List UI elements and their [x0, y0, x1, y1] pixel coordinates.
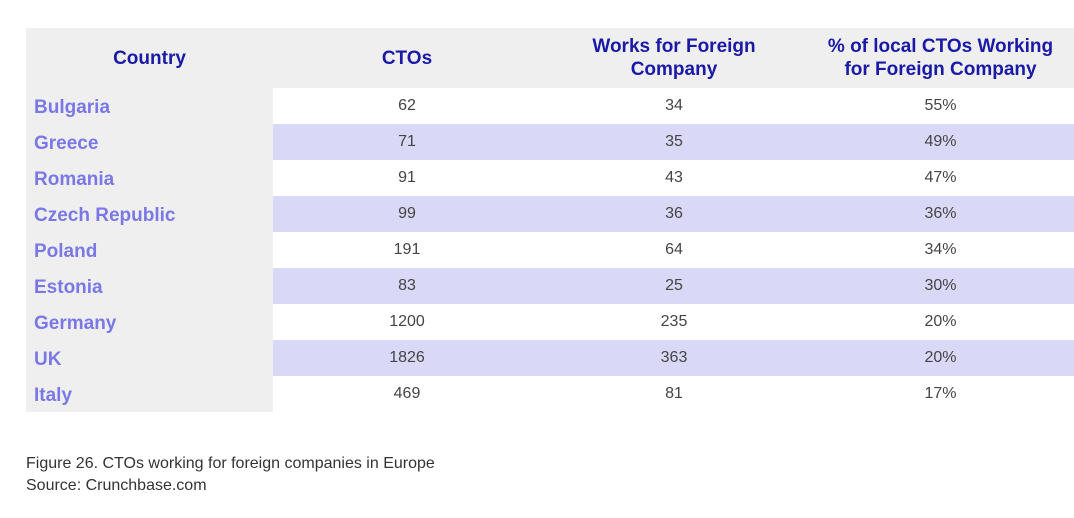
cell-works-for-foreign: 25	[541, 268, 807, 304]
table-body: Bulgaria 62 34 55% Greece 71 35 49% Romania 91 43 4…	[26, 88, 1074, 412]
header-ctos: CTOs	[273, 28, 541, 88]
cell-country: UK	[26, 340, 273, 376]
cell-works-for-foreign: 81	[541, 376, 807, 412]
cell-ctos: 99	[273, 196, 541, 232]
figure-caption-source: Source: Crunchbase.com	[26, 477, 207, 494]
cell-works-for-foreign: 363	[541, 340, 807, 376]
table-row: Poland 191 64 34%	[26, 232, 1074, 268]
header-country-line-1: Country	[113, 47, 186, 69]
header-ctos-line-1: CTOs	[381, 47, 433, 69]
cell-percent-foreign: 47%	[807, 160, 1074, 196]
figure-caption-title: Figure 26. CTOs working for foreign comp…	[26, 455, 435, 472]
table-row: Italy 469 81 17%	[26, 376, 1074, 412]
cell-country: Estonia	[26, 268, 273, 304]
cell-ctos: 91	[273, 160, 541, 196]
header-percent-foreign: % of local CTOs Working for Foreign Compa…	[807, 28, 1074, 88]
cell-percent-foreign: 49%	[807, 124, 1074, 160]
cell-works-for-foreign: 235	[541, 304, 807, 340]
cell-country: Czech Republic	[26, 196, 273, 232]
cell-percent-foreign: 36%	[807, 196, 1074, 232]
cell-works-for-foreign: 34	[541, 88, 807, 124]
cell-ctos: 1826	[273, 340, 541, 376]
cell-country: Romania	[26, 160, 273, 196]
header-country: Country	[26, 28, 273, 88]
cell-ctos: 62	[273, 88, 541, 124]
cell-percent-foreign: 30%	[807, 268, 1074, 304]
table-row: Bulgaria 62 34 55%	[26, 88, 1074, 124]
cell-percent-foreign: 34%	[807, 232, 1074, 268]
cell-country: Italy	[26, 376, 273, 412]
cell-ctos: 71	[273, 124, 541, 160]
table-row: Romania 91 43 47%	[26, 160, 1074, 196]
header-percent-line-2: for Foreign Company	[844, 59, 1037, 80]
header-row: Country CTOs Works for Foreign Company % …	[26, 28, 1074, 88]
cell-works-for-foreign: 43	[541, 160, 807, 196]
header-works-for-foreign: Works for Foreign Company	[541, 28, 807, 88]
table-row: Estonia 83 25 30%	[26, 268, 1074, 304]
table-row: Czech Republic 99 36 36%	[26, 196, 1074, 232]
header-percent-line-1: % of local CTOs Working	[827, 36, 1054, 57]
table-header: Country CTOs Works for Foreign Company % …	[26, 28, 1074, 88]
cell-country: Bulgaria	[26, 88, 273, 124]
cell-percent-foreign: 20%	[807, 340, 1074, 376]
cell-percent-foreign: 20%	[807, 304, 1074, 340]
cell-ctos: 191	[273, 232, 541, 268]
cell-country: Greece	[26, 124, 273, 160]
cell-country: Germany	[26, 304, 273, 340]
cell-works-for-foreign: 36	[541, 196, 807, 232]
header-works-line-1: Works for Foreign	[592, 36, 756, 57]
cto-table-wrapper: Country CTOs Works for Foreign Company % …	[26, 28, 1074, 412]
cell-percent-foreign: 17%	[807, 376, 1074, 412]
cell-ctos: 469	[273, 376, 541, 412]
cell-percent-foreign: 55%	[807, 88, 1074, 124]
cell-ctos: 83	[273, 268, 541, 304]
figure-caption: Figure 26. CTOs working for foreign comp…	[26, 453, 435, 497]
table-row: Greece 71 35 49%	[26, 124, 1074, 160]
table-row: UK 1826 363 20%	[26, 340, 1074, 376]
cell-works-for-foreign: 64	[541, 232, 807, 268]
cell-works-for-foreign: 35	[541, 124, 807, 160]
table-row: Germany 1200 235 20%	[26, 304, 1074, 340]
cto-table: Country CTOs Works for Foreign Company % …	[26, 28, 1074, 412]
header-works-line-2: Company	[630, 59, 718, 80]
cell-ctos: 1200	[273, 304, 541, 340]
cell-country: Poland	[26, 232, 273, 268]
